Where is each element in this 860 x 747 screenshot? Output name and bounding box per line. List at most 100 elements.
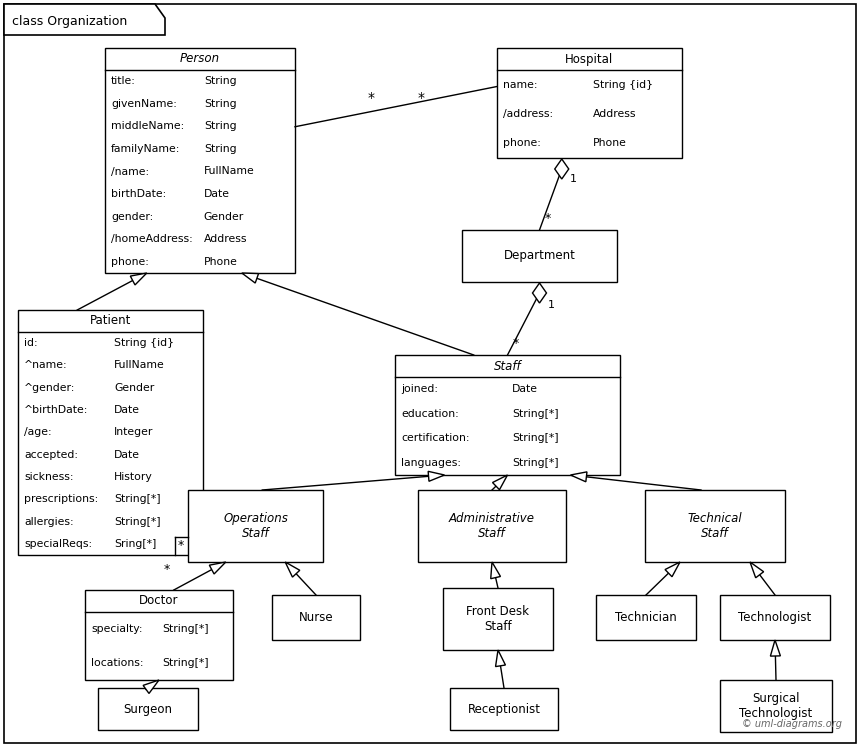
Text: accepted:: accepted: <box>24 450 78 459</box>
Text: Administrative
Staff: Administrative Staff <box>449 512 535 540</box>
Bar <box>188 490 323 562</box>
Text: Technical
Staff: Technical Staff <box>688 512 742 540</box>
Polygon shape <box>493 475 507 490</box>
Text: middleName:: middleName: <box>111 122 184 131</box>
Text: String: String <box>204 99 237 109</box>
Text: String {id}: String {id} <box>114 338 175 348</box>
Polygon shape <box>286 562 300 577</box>
Text: 1: 1 <box>548 300 555 310</box>
Bar <box>418 490 566 562</box>
Bar <box>720 595 830 640</box>
Text: allergies:: allergies: <box>24 516 74 527</box>
Text: ^birthDate:: ^birthDate: <box>24 405 89 415</box>
Text: 1: 1 <box>569 174 577 184</box>
Bar <box>497 48 682 158</box>
Text: Phone: Phone <box>204 257 237 267</box>
Text: givenName:: givenName: <box>111 99 177 109</box>
Bar <box>395 355 620 475</box>
Text: Address: Address <box>593 109 636 119</box>
Text: familyName:: familyName: <box>111 144 181 154</box>
Text: Person: Person <box>180 52 220 66</box>
Text: FullName: FullName <box>114 361 165 371</box>
Bar <box>443 588 553 650</box>
Text: Date: Date <box>204 189 230 199</box>
Text: FullName: FullName <box>204 167 255 176</box>
Polygon shape <box>555 159 568 179</box>
Text: education:: education: <box>401 409 458 419</box>
Text: /name:: /name: <box>111 167 149 176</box>
Polygon shape <box>771 640 780 656</box>
Polygon shape <box>209 562 226 574</box>
Text: String[*]: String[*] <box>162 658 209 668</box>
Text: birthDate:: birthDate: <box>111 189 166 199</box>
Polygon shape <box>4 4 165 35</box>
Text: /homeAddress:: /homeAddress: <box>111 234 193 244</box>
Text: String[*]: String[*] <box>114 516 161 527</box>
Text: prescriptions:: prescriptions: <box>24 495 98 504</box>
Text: Address: Address <box>204 234 248 244</box>
Polygon shape <box>131 273 147 285</box>
Polygon shape <box>491 562 501 579</box>
Text: Date: Date <box>512 384 538 394</box>
Polygon shape <box>143 680 159 693</box>
Text: name:: name: <box>503 80 538 90</box>
Text: title:: title: <box>111 76 136 86</box>
Text: *: * <box>513 337 519 350</box>
Text: Staff: Staff <box>494 359 521 373</box>
Text: String {id}: String {id} <box>593 80 654 90</box>
Text: String: String <box>204 122 237 131</box>
Text: Technician: Technician <box>615 611 677 624</box>
Text: *: * <box>418 90 425 105</box>
Text: String[*]: String[*] <box>114 495 161 504</box>
Text: ^name:: ^name: <box>24 361 68 371</box>
Text: *: * <box>163 563 169 576</box>
Polygon shape <box>665 562 680 577</box>
Polygon shape <box>750 562 764 577</box>
Text: String[*]: String[*] <box>162 624 209 634</box>
Text: Date: Date <box>114 450 140 459</box>
Text: Receptionist: Receptionist <box>468 702 540 716</box>
Text: Surgical
Technologist: Surgical Technologist <box>740 692 813 720</box>
Bar <box>720 680 832 732</box>
Bar <box>645 490 785 562</box>
Text: Sring[*]: Sring[*] <box>114 539 157 549</box>
Bar <box>98 688 198 730</box>
Polygon shape <box>570 472 587 482</box>
Text: Department: Department <box>504 249 575 262</box>
Polygon shape <box>242 273 259 283</box>
Text: String[*]: String[*] <box>512 409 559 419</box>
Bar <box>462 230 617 282</box>
Bar <box>450 688 558 730</box>
Text: String[*]: String[*] <box>512 458 559 468</box>
Text: Date: Date <box>114 405 140 415</box>
Text: locations:: locations: <box>91 658 144 668</box>
Bar <box>18 310 203 555</box>
Text: String: String <box>204 76 237 86</box>
Text: Nurse: Nurse <box>298 611 334 624</box>
Text: languages:: languages: <box>401 458 461 468</box>
Text: Hospital: Hospital <box>565 52 614 66</box>
Text: specialReqs:: specialReqs: <box>24 539 92 549</box>
Text: phone:: phone: <box>111 257 149 267</box>
Text: /address:: /address: <box>503 109 553 119</box>
Text: *: * <box>368 90 375 105</box>
Bar <box>272 595 360 640</box>
Text: Surgeon: Surgeon <box>124 702 173 716</box>
Text: Gender: Gender <box>114 382 155 393</box>
Text: String[*]: String[*] <box>512 433 559 443</box>
Text: sickness:: sickness: <box>24 472 73 482</box>
Text: class Organization: class Organization <box>12 16 127 28</box>
Text: ^gender:: ^gender: <box>24 382 76 393</box>
Text: History: History <box>114 472 153 482</box>
Bar <box>105 48 295 273</box>
Text: © uml-diagrams.org: © uml-diagrams.org <box>742 719 842 729</box>
Bar <box>85 590 233 680</box>
Text: certification:: certification: <box>401 433 470 443</box>
Polygon shape <box>532 283 546 303</box>
Polygon shape <box>428 471 445 481</box>
Text: /age:: /age: <box>24 427 52 437</box>
Text: Front Desk
Staff: Front Desk Staff <box>466 605 530 633</box>
Text: gender:: gender: <box>111 211 153 222</box>
Text: joined:: joined: <box>401 384 438 394</box>
Polygon shape <box>495 650 506 666</box>
